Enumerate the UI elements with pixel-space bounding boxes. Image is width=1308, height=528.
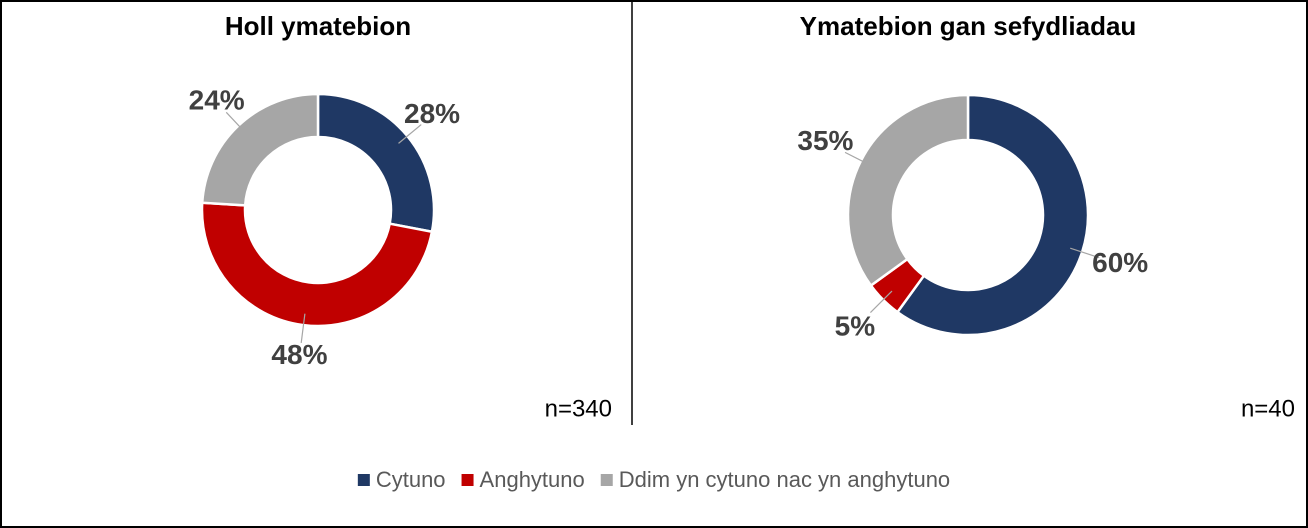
- sample-note: n=40: [1241, 395, 1295, 422]
- leader-line: [869, 290, 893, 314]
- sample-note: n=340: [545, 395, 612, 422]
- donut-segment: [846, 93, 970, 288]
- data-label: 48%: [271, 339, 327, 370]
- data-label: 28%: [404, 98, 460, 129]
- data-label: 5%: [835, 311, 876, 342]
- leader-line: [844, 151, 873, 167]
- data-label: 24%: [189, 85, 245, 116]
- donut-segment: [200, 201, 434, 328]
- data-label: 35%: [797, 125, 853, 156]
- legend-swatch: [461, 474, 474, 486]
- donut-segment: [895, 93, 1090, 337]
- data-label: 60%: [1092, 247, 1148, 278]
- leader-line: [1070, 247, 1100, 259]
- leader-line: [398, 124, 422, 144]
- leader-line: [300, 313, 306, 344]
- legend-label: Anghytuno: [480, 467, 585, 492]
- legend-label: Cytuno: [376, 467, 446, 492]
- leader-line: [225, 111, 247, 135]
- legend-label: Ddim yn cytuno nac yn anghytuno: [619, 467, 950, 492]
- legend-swatch: [357, 474, 370, 486]
- donut-segment: [200, 92, 320, 207]
- chart-title: Holl ymatebion: [225, 11, 411, 41]
- legend-swatch: [600, 474, 613, 486]
- chart-title: Ymatebion gan sefydliadau: [800, 11, 1137, 41]
